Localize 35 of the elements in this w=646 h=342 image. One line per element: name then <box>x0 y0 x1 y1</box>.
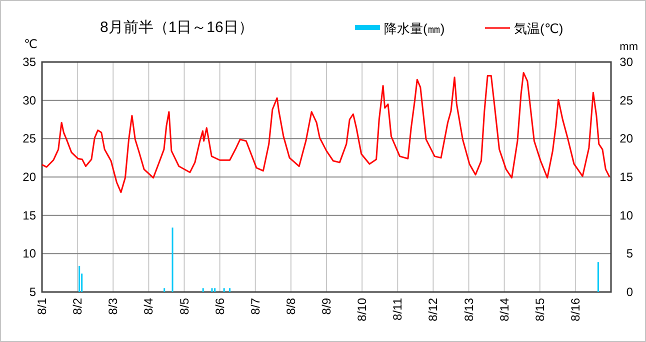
y2-tick-label: 15 <box>620 170 634 184</box>
y2-tick-label: 20 <box>620 132 634 146</box>
x-tick-label: 8/13 <box>462 298 476 322</box>
x-tick-label: 8/6 <box>212 298 227 315</box>
x-tick-label: 8/14 <box>497 298 512 322</box>
y-tick-label: 20 <box>22 170 36 184</box>
x-tick-label: 8/5 <box>177 298 192 315</box>
x-tick-label: 8/11 <box>390 298 405 320</box>
x-tick-label: 8/12 <box>426 298 440 322</box>
y2-tick-label: 0 <box>626 285 634 299</box>
x-tick-label: 8/1 <box>35 298 49 315</box>
x-tick-label: 8/16 <box>568 298 582 322</box>
y-tick-label: 25 <box>22 132 36 146</box>
y2-axis-title: mm <box>620 41 638 53</box>
x-tick-label: 8/10 <box>355 298 370 322</box>
y-tick-label: 30 <box>22 93 36 108</box>
x-tick-label: 8/2 <box>70 298 85 315</box>
x-tick-label: 8/4 <box>142 298 156 315</box>
chart-title: 8月前半（1日～16日） <box>100 19 254 36</box>
y-tick-label: 35 <box>22 55 36 69</box>
y2-tick-label: 10 <box>620 208 634 222</box>
x-tick-label: 8/8 <box>284 298 298 315</box>
legend-label: 気温(℃) <box>514 21 564 36</box>
legend-label: 降水量(㎜) <box>384 21 445 36</box>
x-tick-label: 8/7 <box>248 298 262 315</box>
y-tick-label: 15 <box>22 208 36 222</box>
x-tick-label: 8/15 <box>532 298 547 322</box>
y-axis-title: ℃ <box>24 37 38 51</box>
x-tick-label: 8/3 <box>106 298 120 315</box>
y-tick-label: 5 <box>29 285 36 299</box>
y2-tick-label: 30 <box>620 55 634 69</box>
y2-tick-label: 5 <box>626 246 634 261</box>
y-tick-label: 10 <box>22 246 36 261</box>
y2-tick-label: 25 <box>620 93 634 108</box>
x-tick-label: 8/9 <box>320 298 334 315</box>
